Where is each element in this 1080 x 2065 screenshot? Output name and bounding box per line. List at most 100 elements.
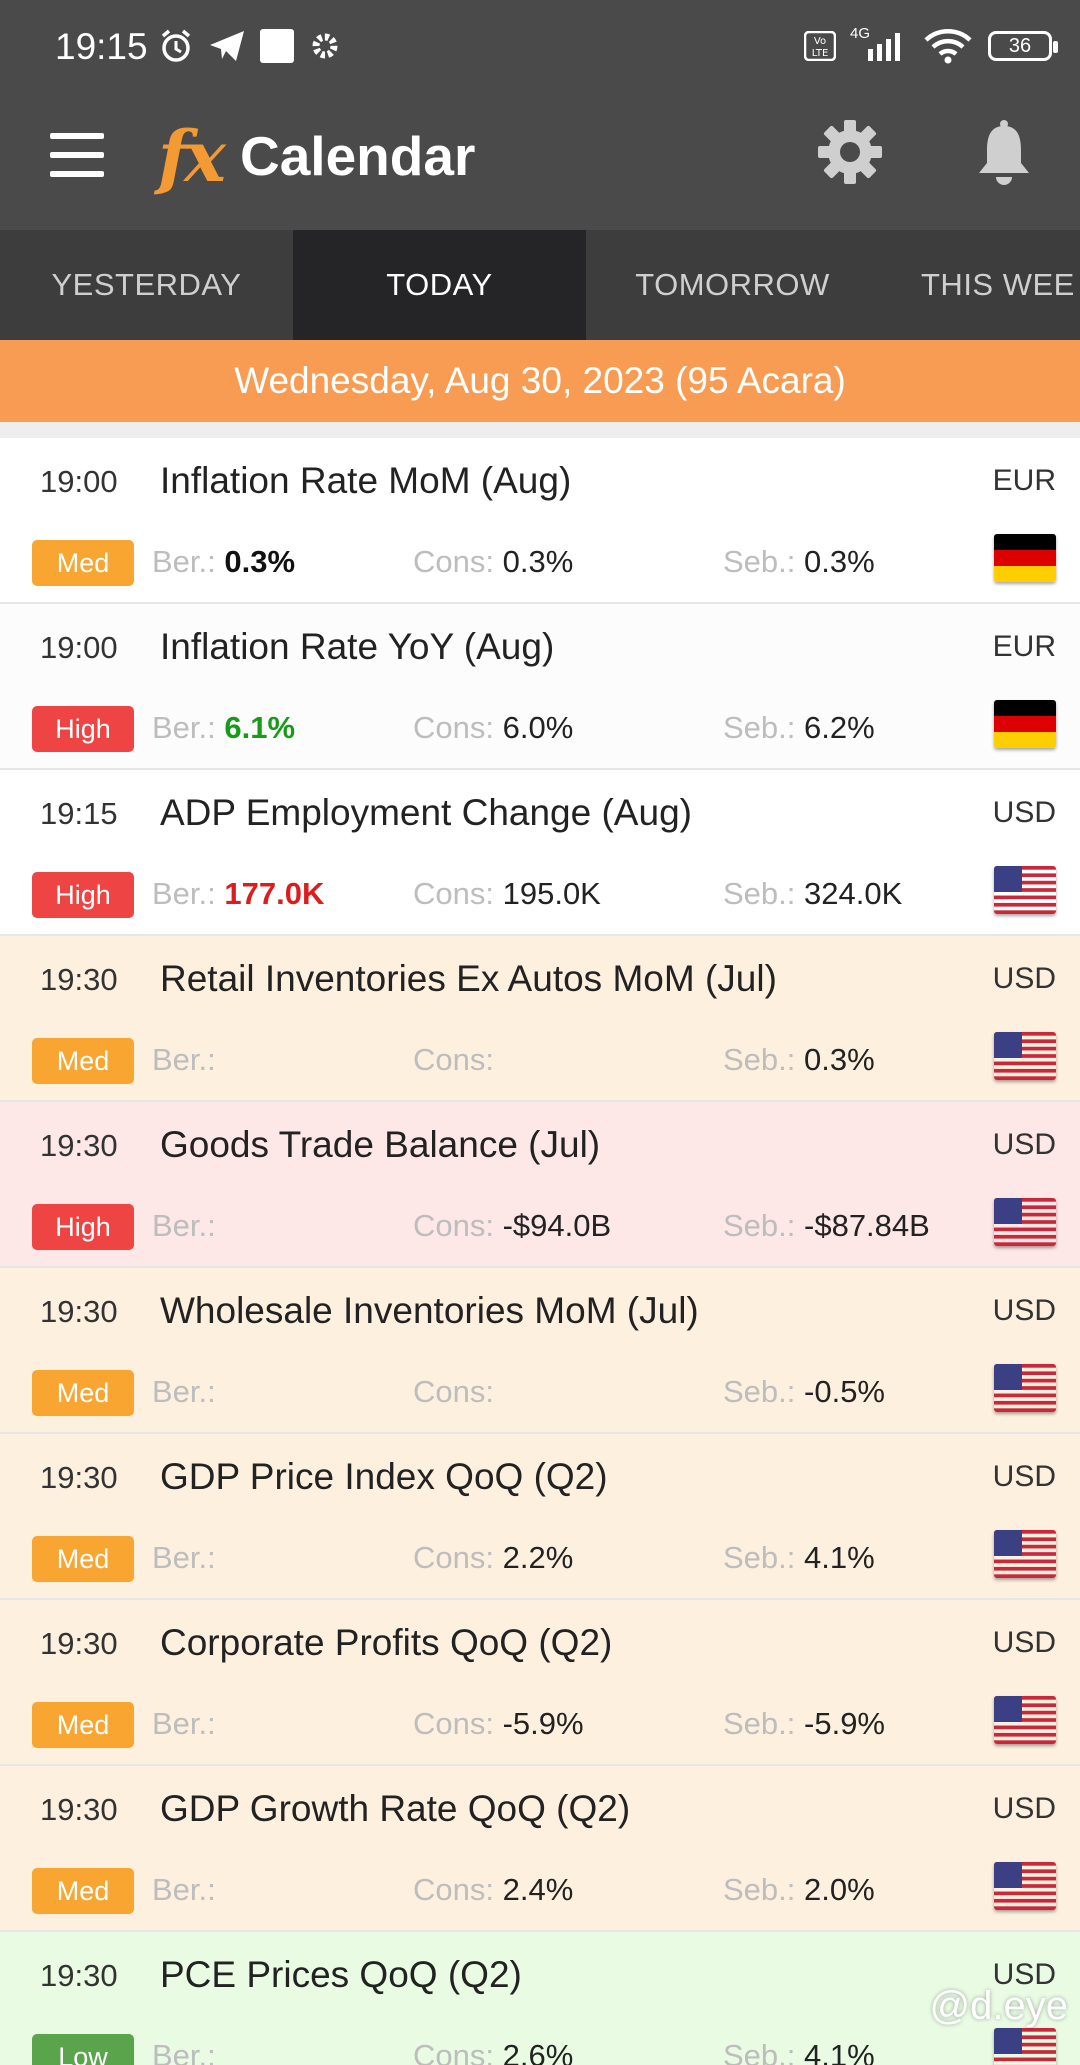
actual-field: Ber.: [152,1374,216,1410]
previous-value: 4.1% [804,2038,875,2065]
event-row[interactable]: 19:30 PCE Prices QoQ (Q2) USD Low Ber.: Cons… [0,1932,1080,2065]
event-title: GDP Growth Rate QoQ (Q2) [160,1788,631,1829]
event-time: 19:30 [40,1958,118,1993]
event-title: Goods Trade Balance (Jul) [160,1124,601,1165]
previous-label: Seb.: [723,2038,796,2065]
event-row[interactable]: 19:00 Inflation Rate MoM (Aug) EUR Med Ber.:… [0,438,1080,604]
impact-badge: High [32,706,134,752]
us-flag-icon [994,1862,1056,1910]
event-row[interactable]: 19:30 Retail Inventories Ex Autos MoM (Ju… [0,936,1080,1102]
actual-label: Ber.: [152,1872,216,1907]
actual-label: Ber.: [152,1540,216,1575]
previous-label: Seb.: [723,1706,796,1741]
svg-text:Vo: Vo [814,36,826,47]
settings-gear-small-icon [312,33,338,59]
event-currency: USD [992,1792,1056,1825]
battery-level: 36 [1008,34,1032,57]
previous-field: Seb.: -0.5% [723,1374,885,1410]
previous-label: Seb.: [723,1208,796,1243]
app-bar: fx Calendar [0,95,1080,230]
consensus-value: 6.0% [502,710,574,745]
previous-value: -0.5% [804,1374,885,1409]
event-time: 19:30 [40,1128,118,1163]
consensus-value: -$94.0B [502,1208,612,1243]
consensus-label: Cons: [413,2038,494,2065]
consensus-field: Cons: 2.4% [413,1872,573,1908]
event-currency: USD [992,1958,1056,1991]
consensus-value: 2.6% [502,2038,574,2065]
tab-this-week[interactable]: THIS WEE [921,267,1075,302]
event-row[interactable]: 19:15 ADP Employment Change (Aug) USD High B… [0,770,1080,936]
consensus-field: Cons: [413,1374,494,1410]
event-row[interactable]: 19:30 Corporate Profits QoQ (Q2) USD Med Ber… [0,1600,1080,1766]
impact-badge: Med [32,1702,134,1748]
battery-icon: 36 [988,31,1058,61]
impact-badge: Med [32,540,134,586]
previous-value: 0.3% [804,544,875,579]
previous-field: Seb.: 0.3% [723,544,875,580]
consensus-label: Cons: [413,1706,494,1741]
consensus-label: Cons: [413,876,494,911]
settings-gear-icon[interactable] [815,117,885,187]
event-currency: USD [992,796,1056,829]
event-time: 19:30 [40,1294,118,1329]
us-flag-icon [994,1696,1056,1744]
consensus-label: Cons: [413,710,494,745]
event-row[interactable]: 19:30 Wholesale Inventories MoM (Jul) USD M… [0,1268,1080,1434]
status-left-icons [158,28,342,64]
event-title: Wholesale Inventories MoM (Jul) [160,1290,699,1331]
event-title: ADP Employment Change (Aug) [160,792,692,833]
event-currency: EUR [992,464,1056,497]
impact-badge: High [32,872,134,918]
us-flag-icon [994,1032,1056,1080]
tab-today[interactable]: TODAY [293,230,586,340]
actual-value: 0.3% [224,544,296,579]
event-currency: USD [992,962,1056,995]
actual-field: Ber.: [152,2038,216,2065]
consensus-label: Cons: [413,1042,494,1077]
de-flag-icon [994,700,1056,748]
impact-badge: Low [32,2034,134,2065]
menu-icon[interactable] [50,133,104,177]
previous-label: Seb.: [723,1872,796,1907]
us-flag-icon [994,1364,1056,1412]
event-row[interactable]: 19:30 GDP Growth Rate QoQ (Q2) USD Med Ber.:… [0,1766,1080,1932]
previous-field: Seb.: 324.0K [723,876,902,912]
alarm-icon [161,29,191,62]
previous-value: 2.0% [804,1872,875,1907]
event-currency: USD [992,1626,1056,1659]
event-title: Inflation Rate MoM (Aug) [160,460,572,501]
event-list: 19:00 Inflation Rate MoM (Aug) EUR Med Ber.:… [0,438,1080,2065]
event-time: 19:15 [40,796,118,831]
consensus-field: Cons: 195.0K [413,876,601,912]
tab-tomorrow[interactable]: TOMORROW [635,267,830,302]
event-currency: EUR [992,630,1056,663]
us-flag-icon [994,1198,1056,1246]
consensus-field: Cons: 2.6% [413,2038,573,2065]
tab-yesterday[interactable]: YESTERDAY [51,267,242,302]
status-time: 19:15 [55,26,148,67]
notification-bell-icon[interactable] [975,119,1033,185]
actual-field: Ber.: [152,1706,216,1742]
actual-field: Ber.: 6.1% [152,710,295,746]
actual-value: 177.0K [224,876,325,911]
actual-label: Ber.: [152,1208,216,1243]
de-flag-icon [994,534,1056,582]
event-row[interactable]: 19:00 Inflation Rate YoY (Aug) EUR High Ber.… [0,604,1080,770]
previous-label: Seb.: [723,1540,796,1575]
event-row[interactable]: 19:30 GDP Price Index QoQ (Q2) USD Med Ber.:… [0,1434,1080,1600]
app-logo: fx [158,115,226,198]
previous-label: Seb.: [723,1374,796,1409]
status-bar: 19:15 Vo LTE 4G 36 [0,0,1080,95]
event-title: Corporate Profits QoQ (Q2) [160,1622,613,1663]
consensus-value: 2.2% [502,1540,574,1575]
consensus-field: Cons: 0.3% [413,544,573,580]
consensus-label: Cons: [413,1208,494,1243]
telegram-icon [210,31,244,61]
event-time: 19:00 [40,630,118,665]
previous-label: Seb.: [723,1042,796,1077]
consensus-label: Cons: [413,1540,494,1575]
event-row[interactable]: 19:30 Goods Trade Balance (Jul) USD High Ber… [0,1102,1080,1268]
event-title: Inflation Rate YoY (Aug) [160,626,555,667]
event-time: 19:30 [40,1460,118,1495]
